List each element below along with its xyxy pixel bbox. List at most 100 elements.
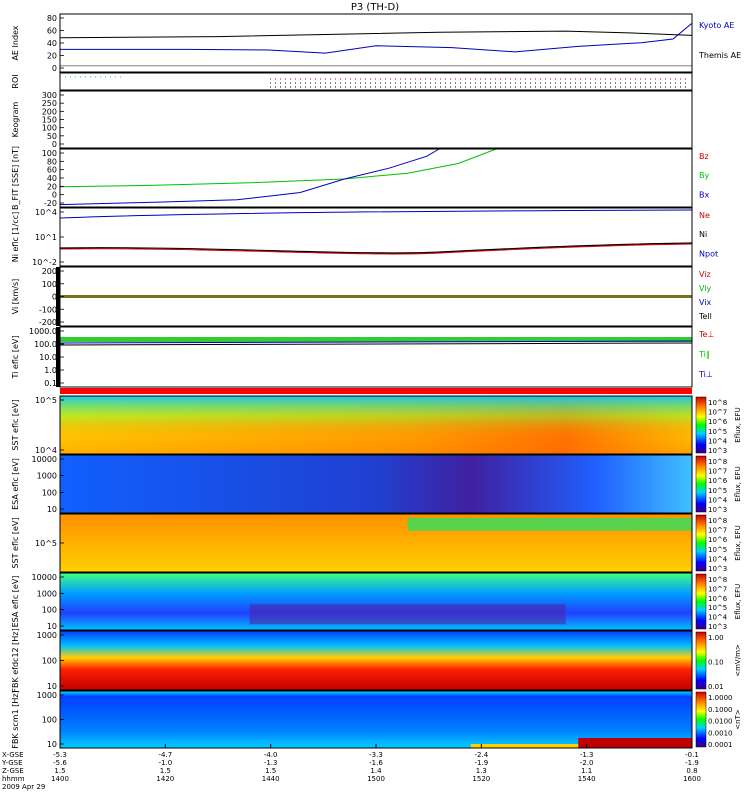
x-row-value: -1.9: [685, 759, 699, 767]
y-axis-label: Keogram: [11, 101, 20, 137]
spectrogram-fbk1: [60, 631, 692, 690]
y-tick-label: 0.1: [44, 379, 57, 388]
x-row-value: -2.4: [474, 751, 488, 759]
y-tick-label: 50: [47, 132, 57, 141]
colorbar-tick-label: 10^6: [708, 595, 728, 603]
y-tick-label: 10^4: [35, 446, 57, 455]
colorbar-tick-label: 0.1000: [708, 706, 733, 714]
colorbar-tick-label: 10^5: [708, 428, 727, 436]
x-tick-label: 1520: [472, 775, 490, 783]
y-tick-label: -100: [39, 305, 57, 314]
legend-entry: Tell: [698, 312, 712, 321]
colorbar-ramp: [695, 514, 707, 572]
legend-entry: Themis AE: [698, 51, 741, 60]
colorbar-sst1: 10^8 10^710^6 10^510^4 10^3 Eflux, EFU: [695, 396, 742, 455]
y-tick-label: 100: [42, 280, 57, 289]
colorbar-fbk1: 1.00 0.10 0.01 <mV/m>: [695, 631, 742, 691]
panel-frame: [59, 90, 693, 149]
colorbar-tick-label: 10^7: [708, 409, 727, 417]
legend-entry: Bx: [699, 190, 709, 199]
x-axis-footer: X-GSE -5.3 -4.7 -4.0 -3.3 -2.4 -1.3 -0.1 Y-GSE -5…: [1, 744, 701, 791]
series-band-ti: [60, 337, 692, 342]
colorbar-tick-label: 10^7: [708, 527, 727, 535]
y-tick-label: 0: [52, 293, 57, 302]
panel-frame: [59, 454, 693, 514]
colorbar-tick-label: 10^4: [708, 437, 728, 445]
colorbar-tick-label: 0.01: [708, 683, 724, 691]
y-axis-label: Ni eflc [1/cc]: [11, 212, 20, 262]
colorbar-tick-label: 10^7: [708, 585, 727, 593]
y-tick-label: 1000: [37, 472, 57, 481]
y-tick-label: 100: [42, 606, 57, 615]
colorbar-esa1: 10^8 10^710^6 10^510^4 10^3 Eflux, EFU: [695, 455, 742, 514]
panel-frame: [59, 207, 693, 267]
vi-left-black-bar: [56, 267, 60, 326]
y-tick-label: 0: [52, 64, 57, 73]
panel-frame: [59, 72, 693, 91]
panel-esa2: 10^810^7 10^610^5 10^410^3 Eflux, EFU 10000 1…: [11, 572, 742, 631]
colorbar-sst2: 10^8 10^710^6 10^510^4 10^3 Eflux, EFU: [695, 514, 742, 573]
x-row-value: -1.0: [158, 759, 172, 767]
y-axis-label: B_FIT [SSE] [nT]: [11, 146, 20, 210]
legend-entry: Ti⊥: [698, 370, 713, 379]
series-line-kyoto-ae: [60, 22, 693, 54]
colorbar-label: Eflux, EFU: [734, 466, 742, 501]
x-row-label: Y-GSE: [1, 759, 23, 767]
panel-esa1: 10^8 10^710^6 10^510^4 10^3 Eflux, EFU 10000 1…: [11, 454, 742, 514]
colorbar-tick-label: 10^4: [708, 555, 728, 563]
x-row-value: -4.7: [158, 751, 172, 759]
legend-entry: Viz: [699, 270, 711, 279]
colorbar-tick-label: 0.10: [708, 659, 724, 667]
colorbar-tick-label: 10^6: [708, 477, 728, 485]
series-line-ne-blue: [59, 209, 693, 219]
y-axis-label: AE Index: [11, 25, 20, 60]
y-axis-label: SST eflc [eV]: [11, 399, 20, 450]
panel-frame: [59, 326, 693, 388]
y-tick-label: 10: [47, 622, 57, 631]
x-row-label: X-GSE: [2, 751, 24, 759]
colorbar-tick-label: 10^5: [708, 604, 727, 612]
x-row-value: -2.0: [580, 759, 594, 767]
x-tick-label: 1440: [262, 775, 280, 783]
y-tick-label: -20: [44, 199, 57, 208]
colorbar-tick-label: 1.0000: [708, 694, 733, 702]
colorbar-tick-label: 10^5: [708, 546, 727, 554]
legend-entry: Ni: [699, 230, 707, 239]
colorbar-ramp: [695, 573, 707, 630]
y-tick-label: 100: [42, 149, 57, 158]
colorbar-tick-label: 10^8: [708, 576, 727, 584]
x-row-value: -1.6: [369, 759, 383, 767]
y-tick-label: 60: [47, 166, 57, 175]
legend-entry: By: [699, 171, 709, 180]
y-tick-label: 10: [47, 505, 57, 514]
y-axis-label: FBK scm1 [Hz]: [11, 690, 20, 748]
y-tick-label: 40: [47, 39, 57, 48]
y-tick-label: 10^5: [35, 539, 57, 548]
spectrogram-green-band: [407, 518, 692, 531]
colorbar-label: Eflux, EFU: [734, 407, 742, 442]
bar-separator: [60, 388, 692, 394]
y-tick-label: 1000.0: [29, 327, 57, 336]
y-tick-label: 10000: [32, 573, 57, 582]
y-tick-label: 1000: [37, 691, 57, 700]
colorbar-tick-label: 0.0100: [708, 718, 733, 726]
y-tick-label: 150: [42, 116, 57, 125]
x-row-value: -0.1: [685, 751, 699, 759]
x-axis-label: hhmm: [2, 775, 25, 783]
series-band-viy: [60, 295, 692, 298]
colorbar-label: Eflux, EFU: [734, 525, 742, 560]
colorbar-tick-label: 10^3: [708, 447, 727, 455]
colorbar-tick-label: 10^3: [708, 506, 727, 514]
colorbar-tick-label: 10^6: [708, 536, 728, 544]
y-tick-label: 80: [47, 157, 57, 166]
colorbar-tick-label: 10^3: [708, 565, 727, 573]
plot-title: P3 (TH-D): [351, 2, 399, 13]
x-row-value: -3.3: [369, 751, 383, 759]
spectrogram-esa1: [60, 455, 692, 513]
y-tick-label: 10^1: [35, 233, 57, 242]
panel-ae: 80 60 40 20 0 AE Index Kyoto AE Themis AE: [11, 13, 741, 73]
panel-vi: 200 100 0 -100 -200 Vi [km/s] Viz Viy Vix Tell: [11, 266, 712, 327]
x-row-value: -1.3: [264, 759, 278, 767]
y-axis-label: ESA eflc [eV]: [11, 576, 20, 628]
